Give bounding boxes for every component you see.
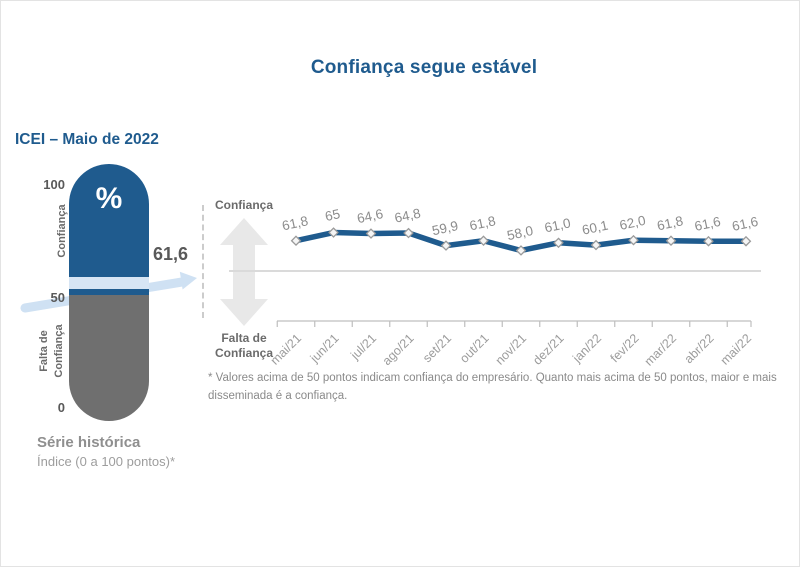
data-point-marker <box>440 240 452 251</box>
data-point-marker <box>740 235 752 247</box>
data-point-marker <box>515 245 527 256</box>
data-point-label: 59,9 <box>431 218 460 238</box>
chart-lack-label-line2: Confiança <box>214 346 273 360</box>
data-point-label: 65 <box>324 206 342 224</box>
series-caption-title: Série histórica <box>37 434 141 451</box>
data-point-marker <box>365 228 377 239</box>
chart-confidence-label: Confiança <box>214 198 273 212</box>
month-label: abr/22 <box>682 331 717 366</box>
chart-footnote: * Valores acima de 50 pontos indicam con… <box>208 372 777 402</box>
data-point-label: 61,8 <box>468 213 497 233</box>
data-point-label: 61,8 <box>281 213 310 233</box>
gauge-scale-50: 50 <box>50 290 65 305</box>
gauge-pill: % <box>69 164 149 421</box>
data-point-label: 61,6 <box>693 214 722 234</box>
data-point-marker <box>590 239 602 251</box>
icei-line-chart: 61,8mai/2165jun/2164,6jul/2164,8ago/2159… <box>220 206 761 369</box>
data-point-label: 58,0 <box>506 223 535 243</box>
month-label: mai/22 <box>718 331 754 367</box>
month-label: nov/21 <box>493 331 529 367</box>
gauge-scale-100: 100 <box>43 177 65 192</box>
gauge-lack-label-line2: Confiança <box>53 324 65 378</box>
data-point-marker <box>403 227 414 239</box>
month-label: mar/22 <box>642 331 679 368</box>
data-point-marker <box>328 227 339 238</box>
data-point-label: 60,1 <box>581 218 610 238</box>
data-point-marker <box>665 235 677 247</box>
page-title: Confiança segue estável <box>310 57 538 78</box>
series-caption-subtitle: Índice (0 a 100 pontos)* <box>37 454 176 469</box>
icei-heading: ICEI – Maio de 2022 <box>15 131 159 148</box>
month-label: jan/22 <box>569 331 604 366</box>
data-point-label: 64,6 <box>356 206 385 226</box>
month-label: set/21 <box>420 331 454 365</box>
percent-symbol: % <box>95 182 123 215</box>
month-label: jul/21 <box>347 331 379 363</box>
gauge-lack-label-line1: Falta de <box>38 330 50 372</box>
data-point-marker <box>478 235 489 247</box>
data-point-marker <box>290 235 302 247</box>
month-label: dez/21 <box>530 331 566 367</box>
gauge-value-band <box>69 277 149 289</box>
gauge-confidence-label: Confiança <box>56 204 68 258</box>
data-point-label: 61,0 <box>543 215 572 235</box>
chart-lack-label-line1: Falta de <box>221 331 267 345</box>
dashed-divider <box>202 205 204 318</box>
data-point-label: 64,8 <box>393 206 422 226</box>
gauge-lack-zone <box>69 295 149 421</box>
data-point-marker <box>703 235 714 247</box>
data-point-marker <box>628 234 639 246</box>
chart-lack-label: Falta de Confiança <box>204 331 284 361</box>
data-point-marker <box>553 237 564 249</box>
data-point-label: 61,6 <box>731 214 760 234</box>
month-label: fev/22 <box>608 331 642 365</box>
gauge-scale-0: 0 <box>57 400 65 415</box>
data-point-label: 61,8 <box>656 213 685 233</box>
gauge-confidence-zone <box>69 164 149 295</box>
month-label: jun/21 <box>307 331 342 366</box>
month-label: out/21 <box>457 331 492 366</box>
data-point-label: 62,0 <box>618 213 647 233</box>
month-label: ago/21 <box>380 331 417 368</box>
gauge-lack-label: Falta de Confiança <box>37 306 67 396</box>
gauge-current-value: 61,6 <box>153 244 189 264</box>
